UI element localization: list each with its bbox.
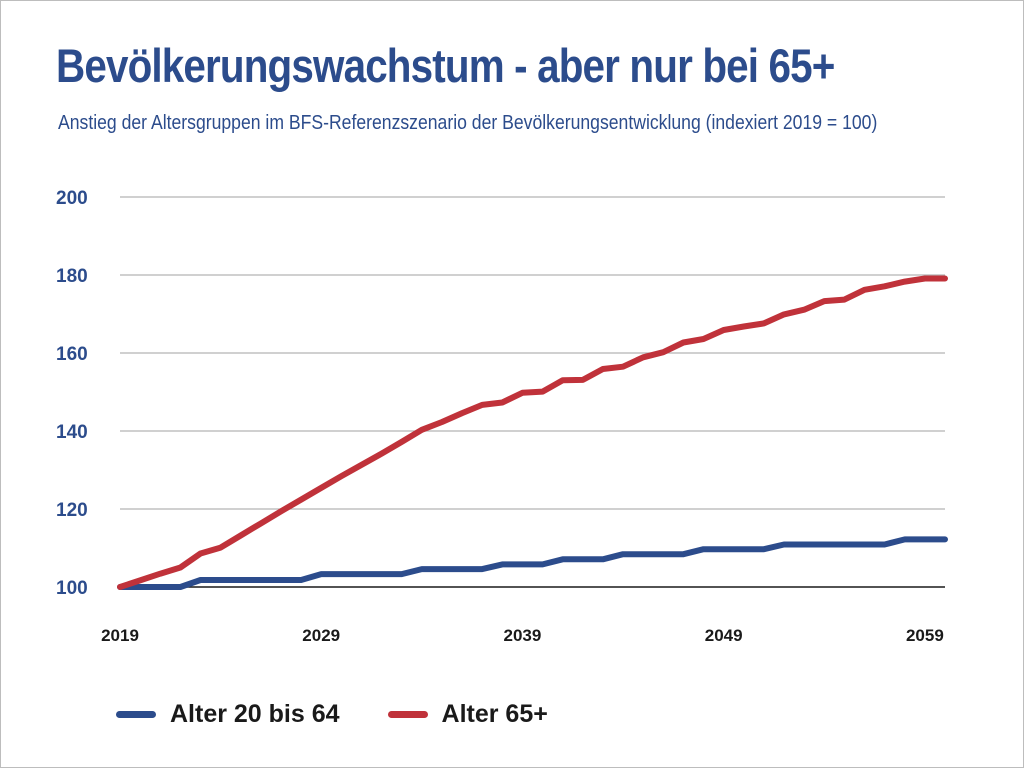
y-tick-label-180: 180: [56, 266, 88, 287]
chart-subtitle: Anstieg der Altersgruppen im BFS-Referen…: [58, 112, 878, 134]
series-lines: [117, 275, 948, 590]
legend: Alter 20 bis 64 Alter 65+: [116, 700, 596, 729]
y-tick-label-140: 140: [56, 422, 88, 443]
legend-item-alter-65: Alter 65+: [387, 700, 548, 729]
x-tick-label-2059: 2059: [906, 626, 944, 645]
chart-title: Bevölkerungswachstum - aber nur bei 65+: [56, 39, 835, 92]
y-tick-label-200: 200: [56, 188, 88, 209]
legend-swatch-alter-65: [387, 711, 428, 718]
x-tick-label-2029: 2029: [302, 626, 340, 645]
series-line-alter-65: [117, 275, 948, 590]
y-axis-tick-labels: 100 120 140 160 180 200: [56, 188, 88, 599]
y-tick-label-160: 160: [56, 344, 88, 365]
x-tick-label-2039: 2039: [504, 626, 542, 645]
legend-swatch-alter-20-64: [116, 711, 156, 718]
legend-label-alter-20-64: Alter 20 bis 64: [170, 700, 340, 728]
x-axis-tick-labels: 2019 2029 2039 2049 2059: [101, 626, 944, 645]
legend-label-alter-65: Alter 65+: [441, 700, 548, 728]
x-tick-label-2019: 2019: [101, 626, 139, 645]
x-tick-label-2049: 2049: [705, 626, 743, 645]
legend-item-alter-20-64: Alter 20 bis 64: [116, 700, 340, 729]
series-line-alter-20-64: [117, 536, 948, 590]
y-tick-label-100: 100: [56, 578, 88, 599]
y-tick-label-120: 120: [56, 500, 88, 521]
gridlines: [120, 196, 945, 588]
